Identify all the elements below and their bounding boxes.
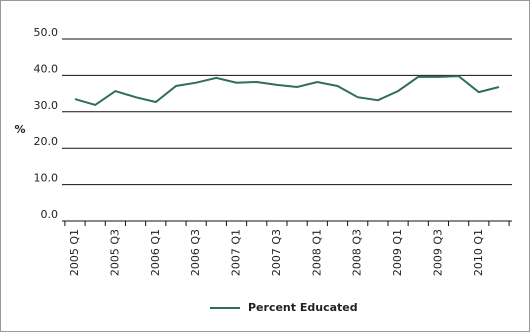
y-tick-label: 30.0 xyxy=(34,99,59,112)
y-tick-label: 10.0 xyxy=(34,172,59,185)
y-tick-label: 20.0 xyxy=(34,135,59,148)
y-tick-label: 0.0 xyxy=(41,208,59,221)
x-tick-label: 2006 Q1 xyxy=(149,229,162,276)
x-tick-label: 2008 Q1 xyxy=(310,229,323,276)
data-line xyxy=(74,75,500,106)
legend-label: Percent Educated xyxy=(248,301,358,314)
x-tick-label: 2008 Q3 xyxy=(351,229,364,276)
y-tick-label: 40.0 xyxy=(34,62,59,75)
x-tick-label: 2010 Q1 xyxy=(472,229,485,276)
x-tick-label: 2005 Q1 xyxy=(68,229,81,276)
y-tick-label: 50.0 xyxy=(34,26,59,39)
x-tick-label: 2006 Q3 xyxy=(189,229,202,276)
x-tick-label: 2005 Q3 xyxy=(108,229,121,276)
x-tick-label: 2009 Q3 xyxy=(431,229,444,276)
x-tick-label: 2007 Q1 xyxy=(230,229,243,276)
x-tick-label: 2007 Q3 xyxy=(270,229,283,276)
x-tick-label: 2009 Q1 xyxy=(391,229,404,276)
y-axis-label: % xyxy=(14,123,25,136)
